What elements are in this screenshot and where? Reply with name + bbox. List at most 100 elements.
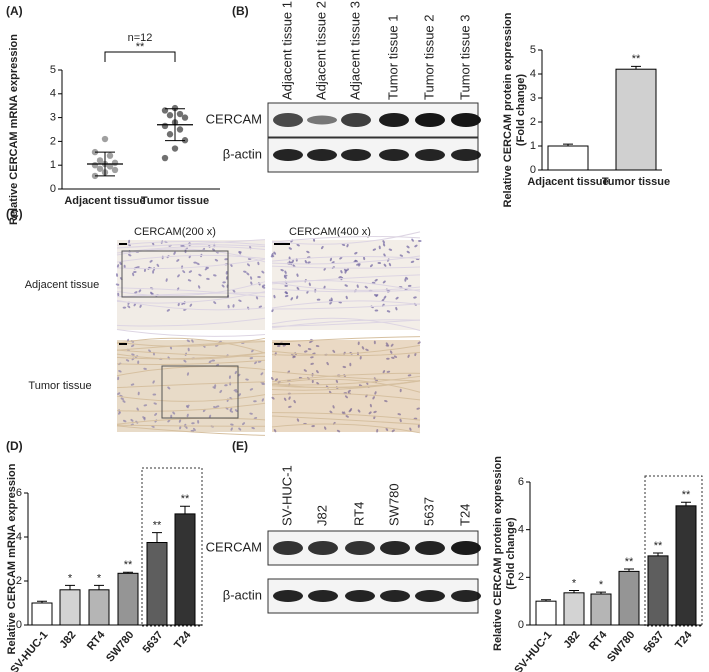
x-tick-label: T24 (172, 628, 194, 651)
ihc-fiber (116, 299, 266, 311)
ihc-nucleus (308, 282, 311, 287)
ihc-nucleus (225, 271, 228, 275)
lane-label: SV-HUC-1 (279, 465, 294, 526)
bar (146, 542, 168, 626)
ihc-nucleus (243, 270, 247, 273)
ihc-nucleus (285, 291, 288, 295)
ihc-nucleus (381, 298, 385, 302)
significance-label: ** (153, 520, 162, 532)
ihc-nucleus (382, 280, 386, 284)
ihc-nucleus (213, 274, 217, 277)
ihc-nucleus (261, 286, 266, 289)
ihc-nucleus (378, 245, 381, 250)
ihc-nucleus (127, 305, 131, 309)
blot-band (308, 541, 338, 555)
ihc-nucleus (238, 427, 242, 431)
ihc-nucleus (329, 257, 332, 262)
highlight-box (141, 467, 203, 627)
blot-band (273, 541, 303, 555)
ihc-nucleus (307, 261, 311, 264)
ihc-nucleus (169, 346, 173, 350)
ihc-nucleus (377, 262, 382, 265)
ihc-nucleus (143, 367, 147, 370)
ihc-nucleus (354, 259, 358, 263)
y-tick-label: 3 (50, 112, 56, 124)
ihc-nucleus (332, 349, 336, 353)
significance-bracket (104, 51, 176, 62)
ihc-nucleus (329, 410, 333, 414)
ihc-nucleus (214, 258, 219, 262)
y-tick-label: 4 (518, 524, 524, 536)
ihc-nucleus (406, 250, 410, 254)
ihc-nucleus (315, 345, 320, 348)
y-tick-label: 1 (50, 159, 56, 171)
x-tick-label: Tumor tissue (141, 195, 209, 207)
ihc-nucleus (172, 411, 176, 415)
ihc-nucleus (134, 291, 138, 294)
ihc-nucleus (407, 284, 412, 287)
ihc-nucleus (117, 392, 121, 395)
ihc-fiber (116, 425, 266, 436)
ihc-nucleus (386, 370, 391, 373)
ihc-nucleus (283, 274, 288, 277)
ihc-fiber (271, 303, 421, 310)
ihc-fiber (116, 329, 266, 337)
ihc-nucleus (128, 239, 131, 244)
ihc-nucleus (136, 266, 140, 269)
ihc-nucleus (410, 260, 415, 263)
blot-band (415, 113, 445, 127)
ihc-nucleus (405, 276, 409, 280)
ihc-nucleus (372, 248, 376, 251)
ihc-nucleus (271, 376, 274, 381)
ihc-nucleus (138, 289, 142, 293)
ihc-nucleus (197, 420, 200, 424)
ihc-nucleus (257, 276, 261, 279)
ihc-nucleus (293, 399, 296, 404)
zoom-box (121, 250, 229, 298)
ihc-nucleus (386, 357, 390, 360)
blot-band (415, 149, 445, 161)
ihc-nucleus (261, 270, 265, 274)
ihc-nucleus (356, 263, 360, 266)
ihc-nucleus (374, 391, 377, 395)
ihc-nucleus (270, 255, 275, 258)
ihc-nucleus (229, 410, 234, 413)
ihc-fiber (271, 280, 421, 292)
ihc-fiber (271, 274, 421, 285)
ihc-nucleus (395, 306, 398, 311)
ihc-nucleus (297, 343, 301, 347)
ihc-nucleus (115, 283, 120, 286)
ihc-nucleus (348, 409, 352, 413)
ihc-fiber (116, 394, 266, 402)
ihc-nucleus (395, 296, 399, 300)
data-point (166, 131, 174, 138)
ihc-nucleus (137, 360, 140, 365)
bar (88, 589, 110, 626)
data-point (181, 114, 189, 121)
bar (59, 589, 81, 626)
ihc-nucleus (191, 422, 195, 425)
data-point (166, 112, 174, 119)
ihc-fiber (116, 317, 266, 327)
ihc-nucleus (326, 361, 329, 366)
ihc-nucleus (123, 264, 126, 269)
ihc-nucleus (277, 344, 281, 348)
ihc-nucleus (156, 263, 160, 268)
x-tick-label: Adjacent tissue (527, 176, 608, 188)
ihc-nucleus (296, 286, 300, 291)
blot-band (307, 149, 337, 161)
ihc-nucleus (391, 356, 395, 359)
ihc-fiber (116, 281, 266, 297)
ihc-nucleus (249, 412, 253, 415)
ihc-nucleus (273, 294, 276, 299)
lane-label: 5637 (421, 497, 436, 526)
blot-band (273, 149, 303, 161)
zoom-box (161, 365, 239, 419)
ihc-nucleus (230, 423, 234, 426)
ihc-nucleus (288, 396, 291, 400)
ihc-nucleus (130, 383, 135, 386)
data-point (161, 154, 169, 162)
x-tick-label: Adjacent tissue (64, 195, 145, 207)
y-tick-label: 4 (50, 88, 56, 100)
significance-label: ** (625, 556, 634, 568)
